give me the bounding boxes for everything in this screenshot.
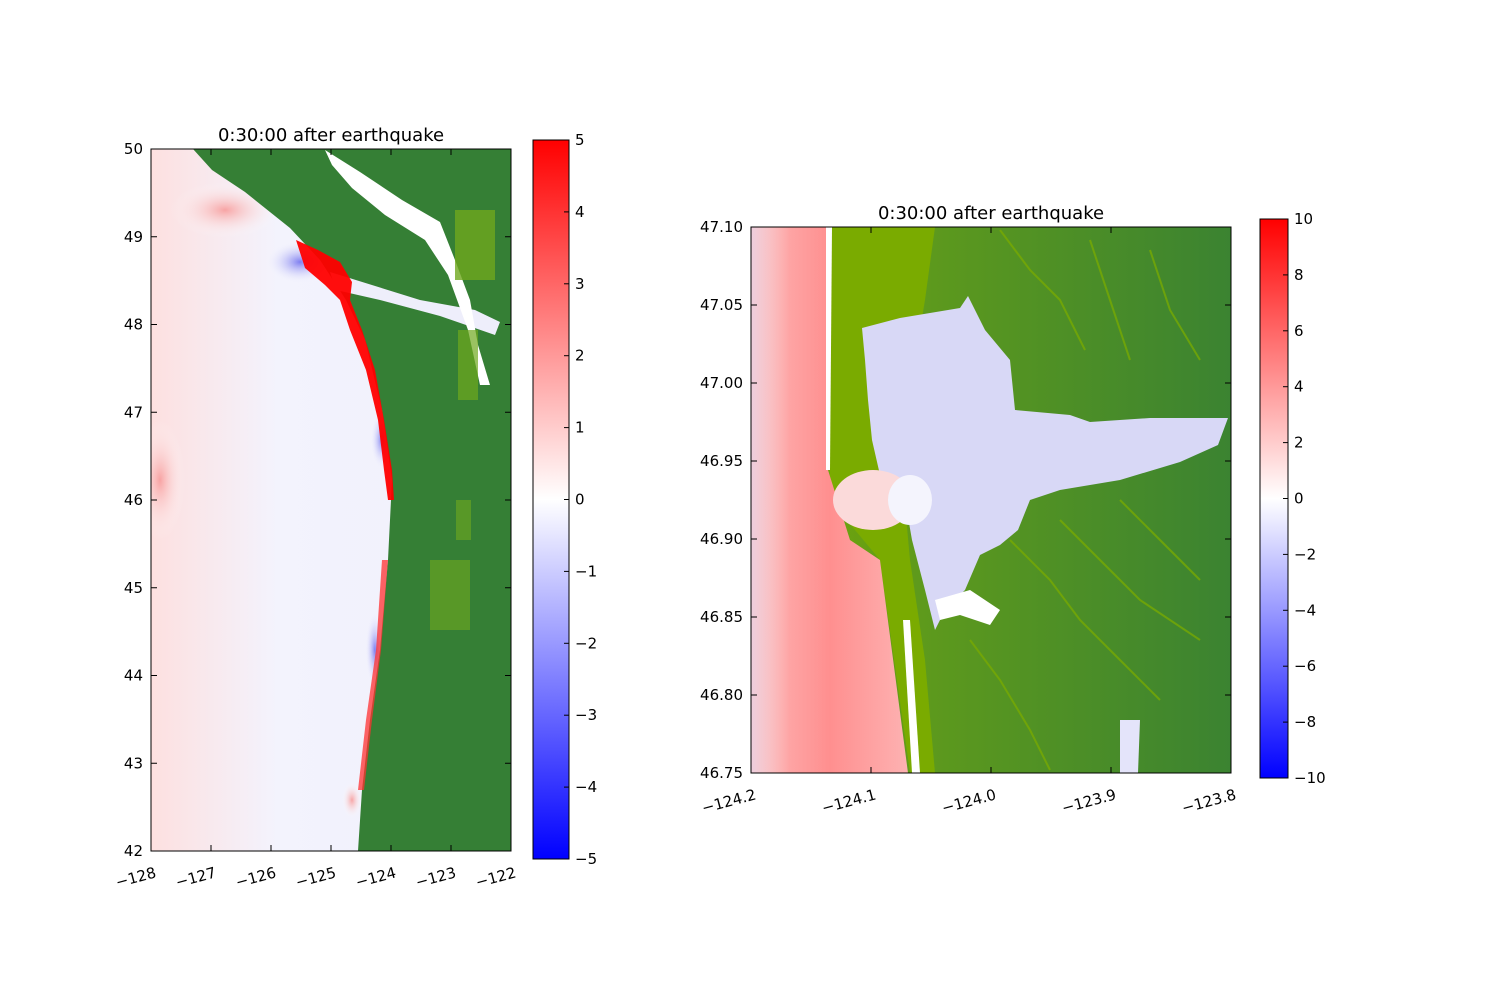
left-positive-anomaly: [342, 782, 362, 818]
y-tick-label: 42: [124, 842, 143, 860]
colorbar-tick-label: −2: [575, 634, 597, 652]
right-y-axis: 46.75 46.80 46.85 46.90 46.95 47.00 47.05 47.10: [700, 218, 1231, 782]
x-tick-label: −123.8: [1180, 785, 1238, 817]
colorbar-tick-label: −1: [575, 562, 597, 580]
colorbar-tick-label: 4: [575, 203, 585, 221]
left-strait: [330, 272, 500, 335]
colorbar-tick-label: 5: [575, 131, 585, 149]
left-land: [193, 149, 511, 851]
right-panel: 0:30:00 after earthquake: [700, 203, 1326, 817]
left-positive-anomaly: [151, 420, 185, 540]
left-chart-title: 0:30:00 after earthquake: [218, 125, 444, 146]
colorbar-tick-label: −4: [1294, 601, 1316, 619]
x-tick-label: −123.9: [1060, 785, 1118, 817]
colorbar-tick-label: −8: [1294, 713, 1316, 731]
x-tick-label: −125: [294, 863, 338, 891]
right-beach: [903, 620, 920, 773]
colorbar-tick-label: 0: [1294, 490, 1304, 508]
colorbar-tick-label: 2: [1294, 434, 1304, 452]
x-tick-label: −126: [234, 863, 278, 891]
y-tick-label: 49: [124, 228, 143, 246]
left-highland: [456, 500, 471, 540]
x-tick-label: −127: [174, 863, 218, 891]
y-tick-label: 44: [124, 667, 143, 685]
y-tick-label: 46.75: [700, 764, 743, 782]
left-colorbar: [532, 139, 570, 860]
x-tick-label: −124: [354, 863, 398, 891]
left-heatmap: [151, 149, 511, 851]
x-tick-label: −124.2: [700, 785, 758, 817]
x-tick-label: −123: [414, 863, 458, 891]
left-colorbar-ticks: −5 −4 −3 −2 −1 0 1 2 3 4 5: [564, 131, 597, 868]
colorbar-tick-label: 3: [575, 275, 585, 293]
right-channel: [1120, 720, 1140, 773]
y-tick-label: 46.90: [700, 530, 743, 548]
colorbar-tick-label: 4: [1294, 378, 1304, 396]
y-tick-label: 50: [124, 140, 143, 158]
y-tick-label: 46.80: [700, 686, 743, 704]
right-ocean-field: [751, 227, 908, 773]
x-tick-label: −128: [114, 863, 158, 891]
left-highland: [430, 560, 470, 630]
y-tick-label: 43: [124, 754, 143, 772]
right-bay: [862, 296, 1228, 630]
colorbar-tick-label: 6: [1294, 322, 1304, 340]
right-heatmap: [751, 227, 1231, 773]
y-tick-label: 47.10: [700, 218, 743, 236]
right-valleys: [969, 229, 1201, 771]
y-tick-label: 47.00: [700, 374, 743, 392]
left-highland: [458, 330, 478, 400]
right-negative-anomaly: [751, 227, 790, 773]
y-tick-label: 45: [124, 579, 143, 597]
colorbar-tick-label: −3: [575, 706, 597, 724]
left-highland: [455, 210, 495, 280]
colorbar-tick-label: −6: [1294, 657, 1316, 675]
y-tick-label: 47.05: [700, 296, 743, 314]
left-wave-front: [296, 240, 394, 500]
left-y-axis: 42 43 44 45 46 47 48 49 50: [124, 140, 511, 860]
right-channel: [935, 590, 1000, 625]
colorbar-tick-label: 1: [575, 419, 585, 437]
x-tick-label: −124.1: [820, 785, 878, 817]
colorbar-tick-label: 8: [1294, 266, 1304, 284]
y-tick-label: 48: [124, 316, 143, 334]
colorbar-tick-label: −10: [1294, 769, 1326, 787]
colorbar-tick-label: 10: [1294, 210, 1313, 228]
left-wave-front: [358, 560, 388, 790]
colorbar-tick-label: −5: [575, 850, 597, 868]
colorbar-tick-label: 2: [575, 347, 585, 365]
right-chart-title: 0:30:00 after earthquake: [878, 203, 1104, 224]
y-tick-label: 47: [124, 403, 143, 421]
colorbar-tick-label: −2: [1294, 545, 1316, 563]
left-panel: 0:30:00 after earthquake 42 43 4: [114, 125, 598, 892]
right-harbor-entrance: [888, 475, 932, 525]
x-tick-label: −122: [474, 863, 518, 891]
right-beach: [826, 227, 832, 470]
x-tick-label: −124.0: [940, 785, 998, 817]
y-tick-label: 46.85: [700, 608, 743, 626]
y-tick-label: 46.95: [700, 452, 743, 470]
right-colorbar-ticks: −10 −8 −6 −4 −2 0 2 4 6 8 10: [1283, 210, 1326, 787]
colorbar-tick-label: −4: [575, 778, 597, 796]
y-tick-label: 46: [124, 491, 143, 509]
colorbar-tick-label: 0: [575, 491, 585, 509]
